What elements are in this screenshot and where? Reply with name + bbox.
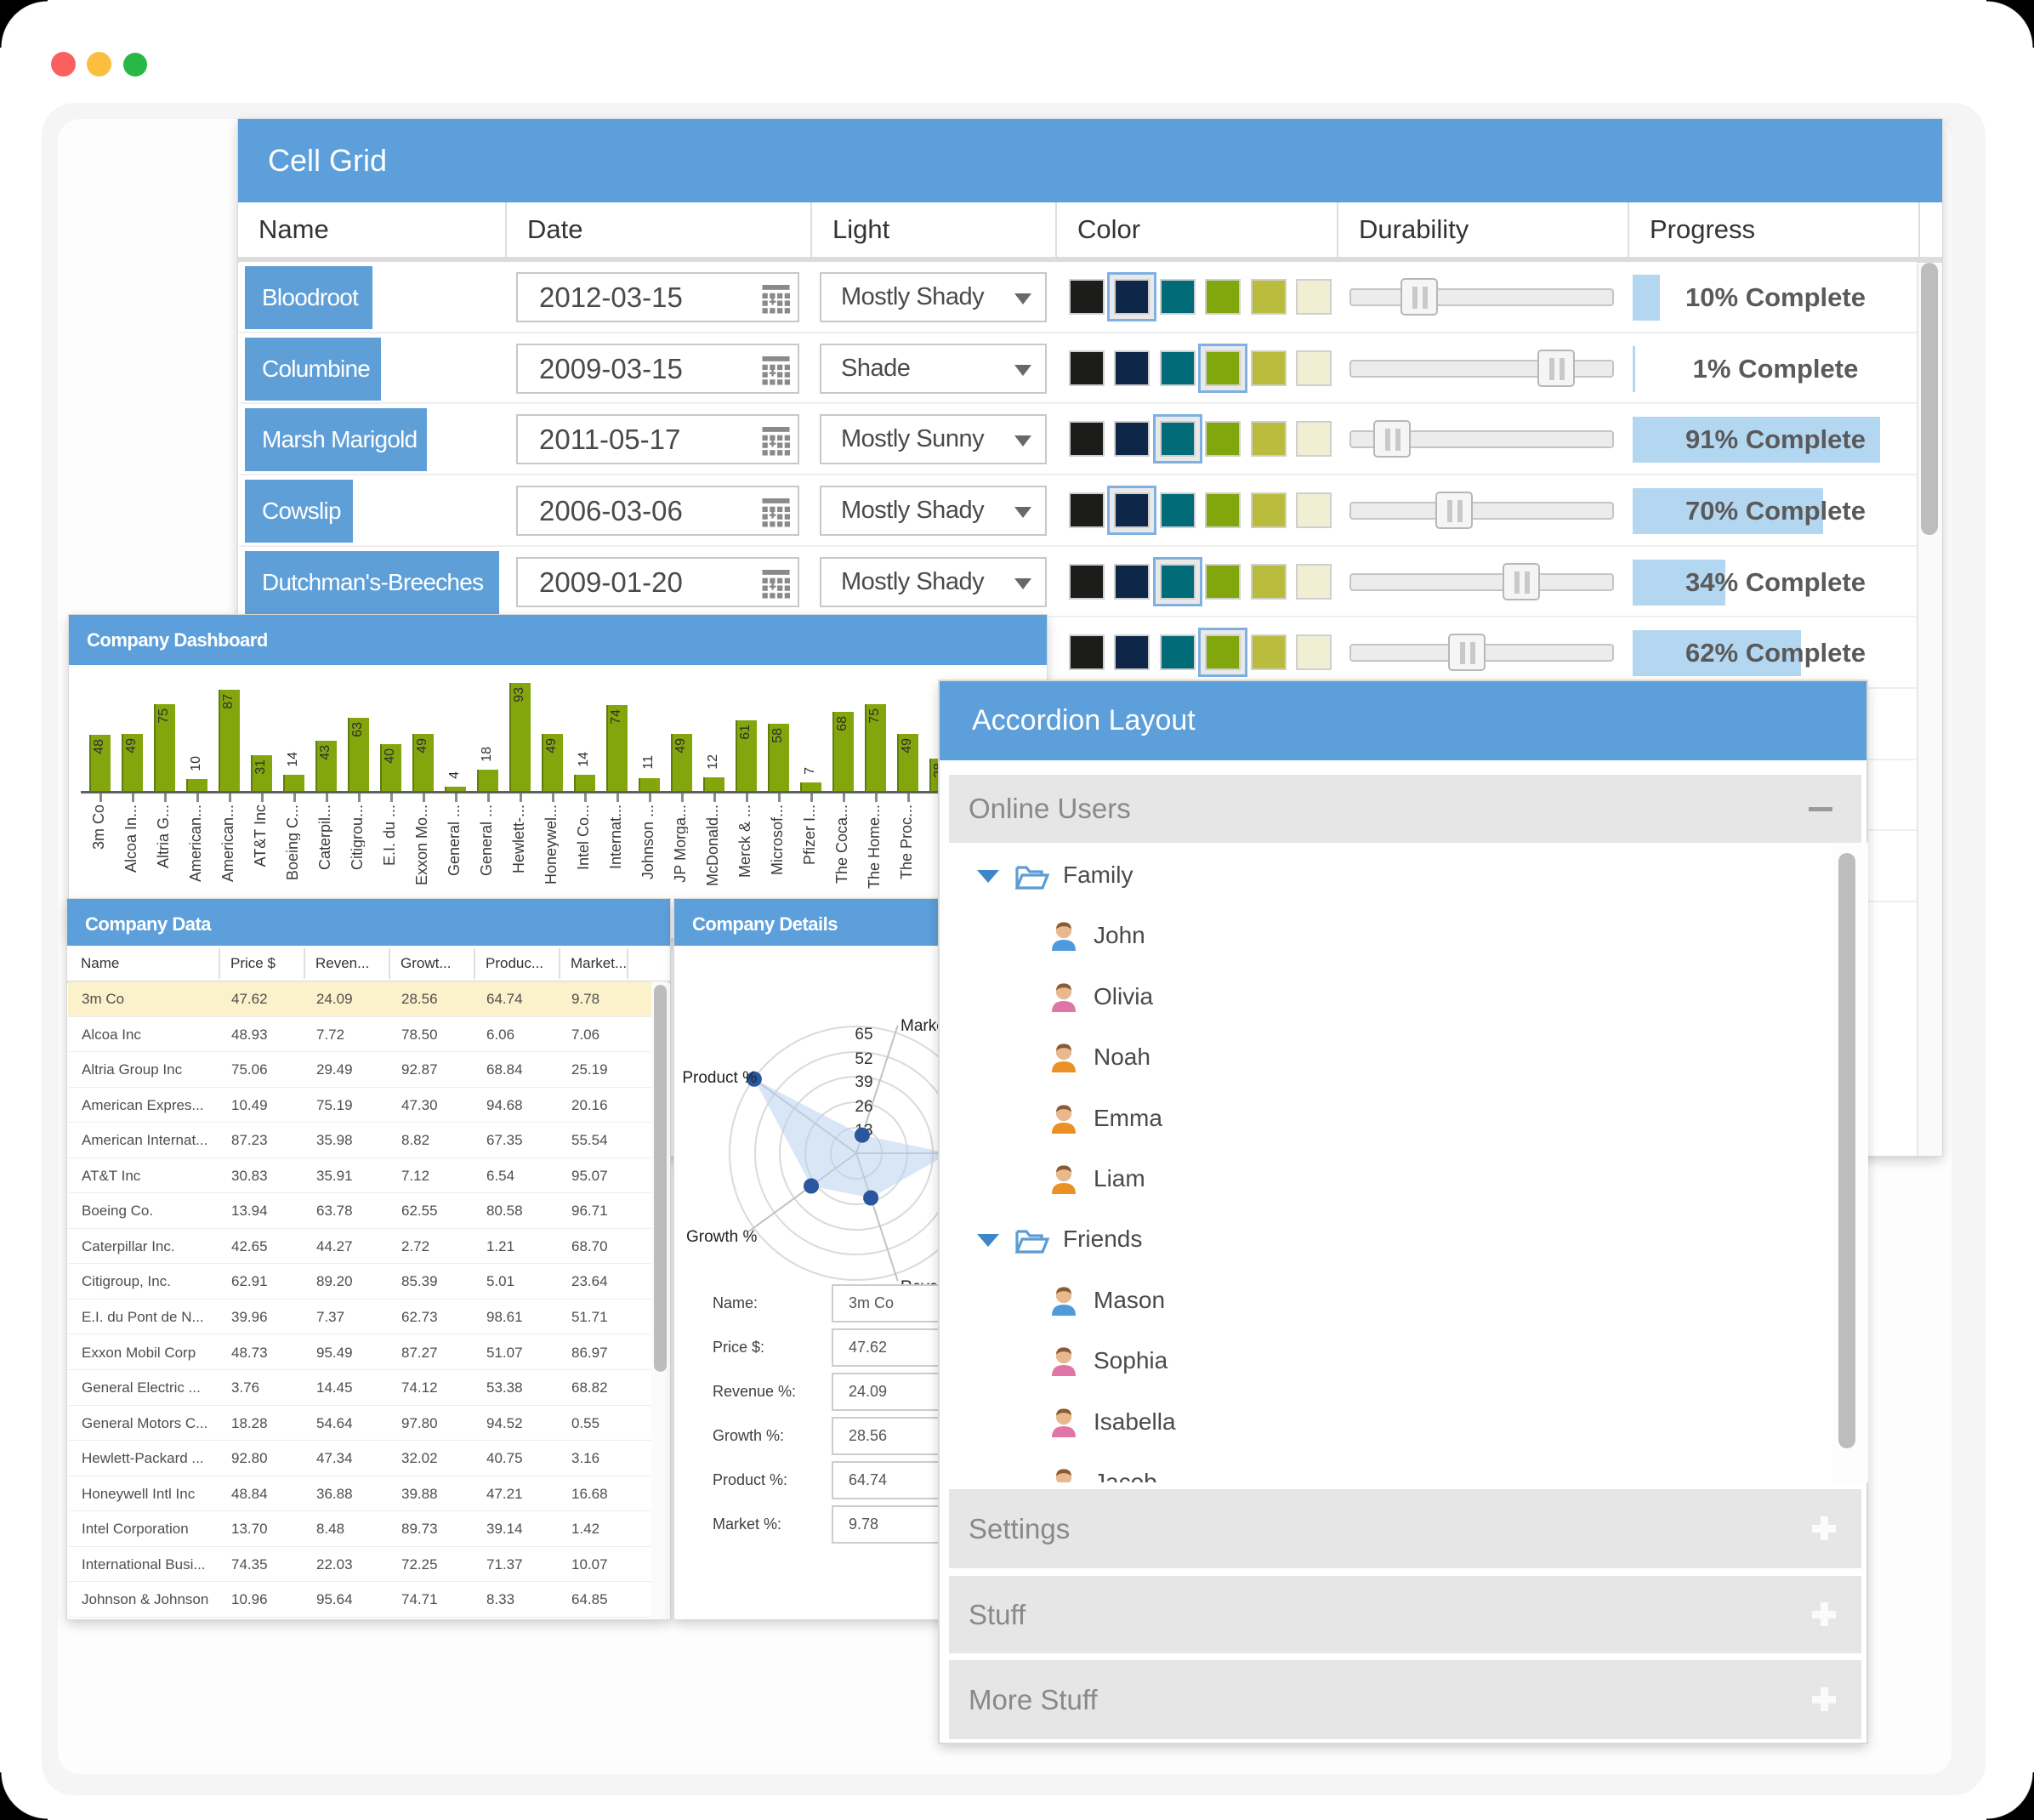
svg-text:26: 26	[855, 1098, 872, 1116]
svg-text:39: 39	[855, 1073, 872, 1091]
svg-text:Product %: Product %	[682, 1069, 757, 1087]
svg-text:65: 65	[855, 1026, 872, 1044]
svg-text:52: 52	[855, 1050, 872, 1068]
svg-text:Growth %: Growth %	[686, 1228, 758, 1246]
